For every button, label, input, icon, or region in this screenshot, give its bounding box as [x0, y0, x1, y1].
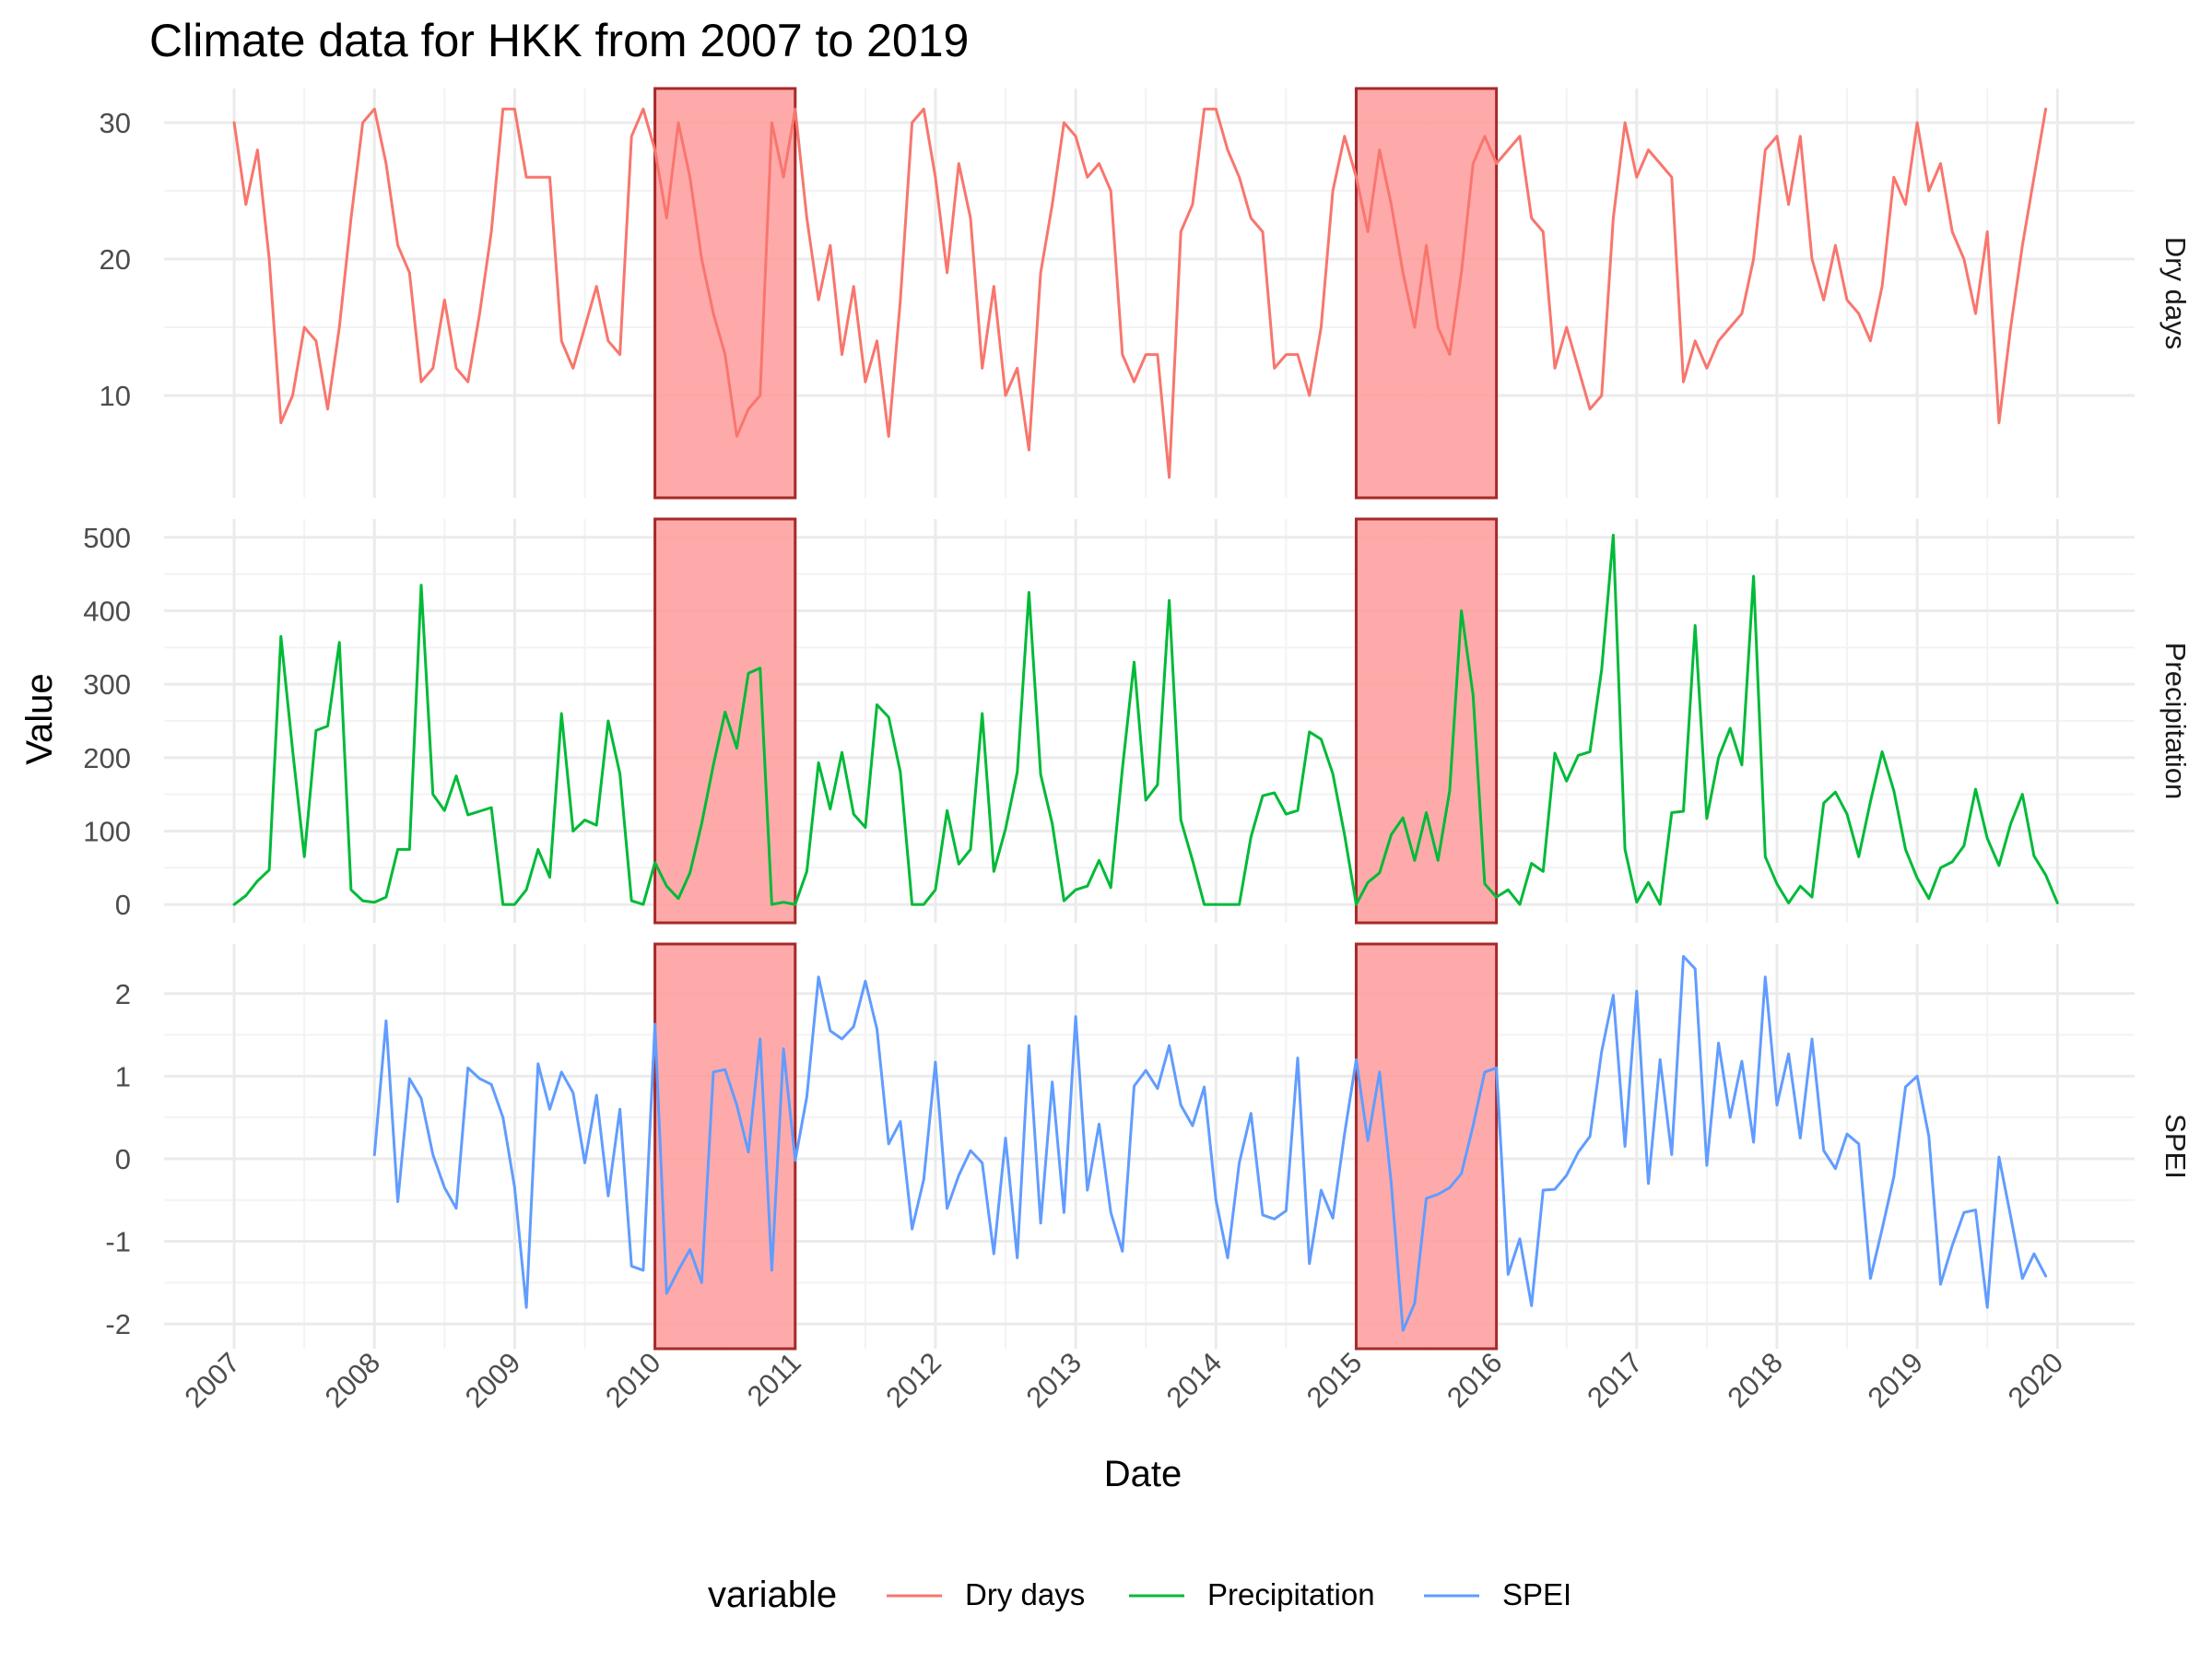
spei-y-tick-label: 1: [115, 1060, 131, 1092]
x-tick-label: 2010: [599, 1346, 667, 1414]
x-axis-label: Date: [1104, 1454, 1182, 1494]
precipitation-y-tick-label: 300: [83, 668, 131, 701]
spei-y-tick-label: -1: [105, 1226, 131, 1258]
legend-label-spei: SPEI: [1502, 1577, 1571, 1611]
x-tick-label: 2018: [1721, 1346, 1789, 1414]
chart-title: Climate data for HKK from 2007 to 2019: [149, 15, 969, 66]
precipitation-series-line: [232, 534, 2059, 906]
dry-days-y-tick-label: 20: [100, 243, 131, 276]
x-tick-label: 2014: [1160, 1346, 1229, 1414]
dry-days-strip-label: Dry days: [2159, 237, 2192, 349]
spei-highlight-rect: [653, 942, 797, 1351]
spei-highlight-rect: [1354, 942, 1499, 1351]
x-tick-label: 2020: [2002, 1346, 2070, 1414]
x-tick-label: 2015: [1300, 1346, 1369, 1414]
x-tick-label: 2007: [179, 1346, 247, 1414]
precipitation-y-tick-label: 0: [115, 889, 131, 921]
legend-label-precipitation: Precipitation: [1207, 1577, 1375, 1611]
precipitation-highlight-rect: [653, 517, 797, 925]
legend-title: variable: [708, 1575, 837, 1615]
series-layer: [232, 107, 2059, 1332]
dry-days-y-tick-label: 10: [100, 380, 131, 412]
x-tick-label: 2012: [879, 1346, 947, 1414]
precipitation-highlight-rect: [1354, 517, 1499, 925]
precipitation-y-tick-label: 400: [83, 596, 131, 628]
spei-y-tick-label: -2: [105, 1308, 131, 1340]
precipitation-strip-label: Precipitation: [2159, 643, 2192, 800]
x-tick-label: 2019: [1862, 1346, 1930, 1414]
dry-days-y-tick-label: 30: [100, 107, 131, 139]
precipitation-y-tick-label: 100: [83, 815, 131, 847]
y-axis-label: Value: [19, 673, 60, 764]
precipitation-y-tick-label: 500: [83, 522, 131, 554]
spei-strip-label: SPEI: [2159, 1114, 2192, 1179]
dry-days-highlight-rect: [1354, 87, 1499, 500]
dry-days-highlight-rect: [653, 87, 797, 500]
spei-y-tick-label: 0: [115, 1143, 131, 1175]
x-tick-label: 2011: [741, 1346, 807, 1412]
highlight-layer: [653, 87, 1499, 1351]
precipitation-y-tick-label: 200: [83, 742, 131, 774]
legend-label-dry-days: Dry days: [965, 1577, 1085, 1611]
dry-days-series-line: [232, 107, 2048, 479]
spei-y-tick-label: 2: [115, 978, 131, 1010]
x-tick-label: 2013: [1020, 1346, 1088, 1414]
x-tick-label: 2016: [1441, 1346, 1509, 1414]
legend: variable Dry days Precipitation SPEI: [708, 1575, 1571, 1615]
spei-series-line: [372, 954, 2048, 1332]
x-tick-label: 2008: [319, 1346, 387, 1414]
grid-layer: [164, 89, 2135, 1349]
x-tick-label: 2017: [1581, 1346, 1649, 1414]
x-tick-label: 2009: [459, 1346, 527, 1414]
